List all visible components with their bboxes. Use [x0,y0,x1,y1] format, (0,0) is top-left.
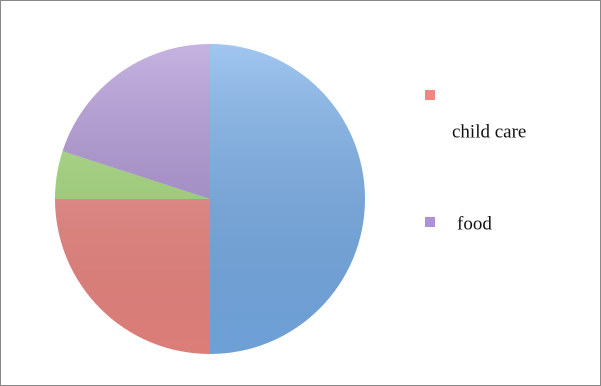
pie [55,44,365,354]
legend-label: child care [452,121,526,142]
legend: child care food [425,90,526,234]
legend-swatch [425,90,435,100]
legend-label: food [457,213,492,234]
legend-swatch [425,217,435,227]
